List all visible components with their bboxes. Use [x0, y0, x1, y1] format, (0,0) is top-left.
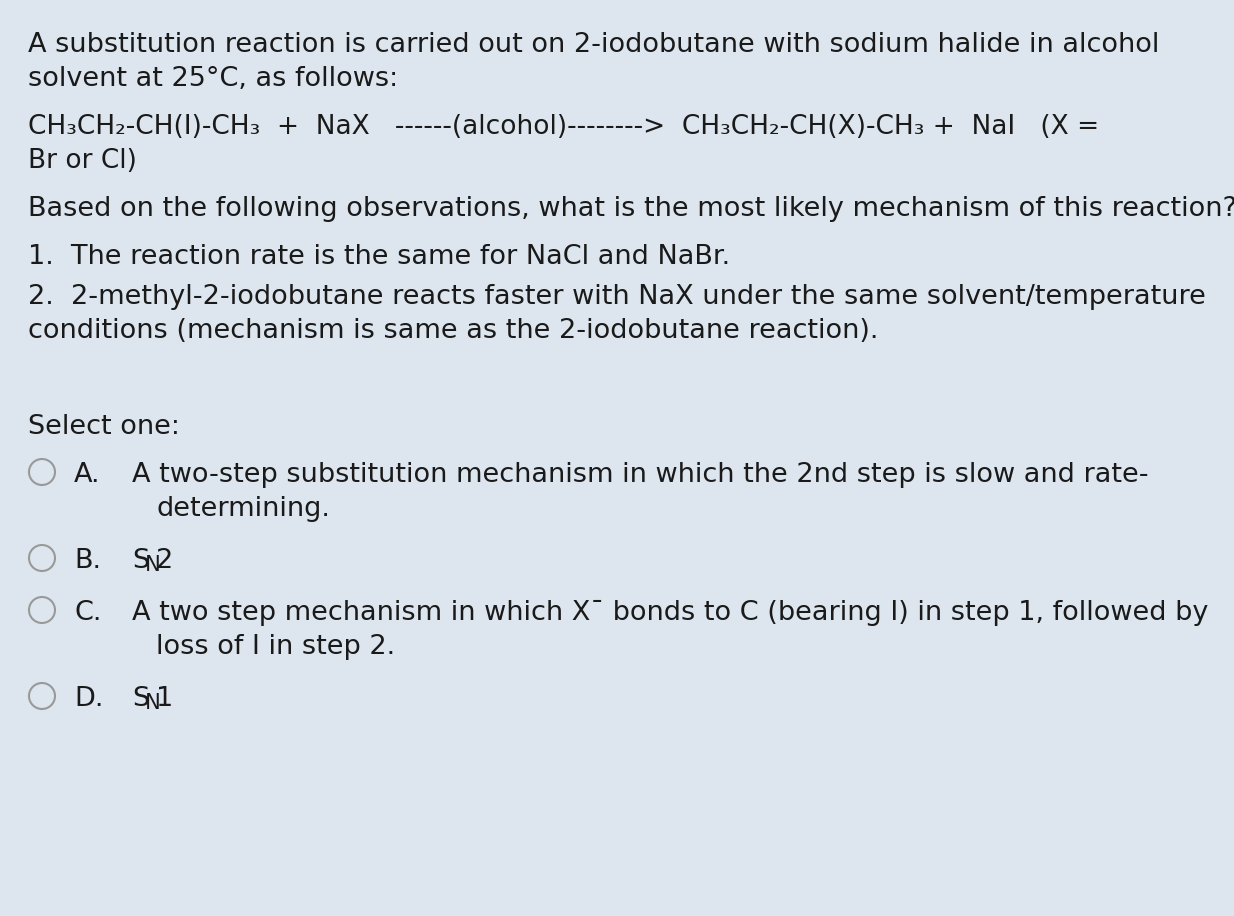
Text: CH₃CH₂-CH(I)-CH₃  +  NaX   ------(alcohol)-------->  CH₃CH₂-CH(X)-CH₃ +  NaI   (: CH₃CH₂-CH(I)-CH₃ + NaX ------(alcohol)--…	[28, 114, 1099, 140]
Text: 1.  The reaction rate is the same for NaCl and NaBr.: 1. The reaction rate is the same for NaC…	[28, 244, 731, 270]
Text: 2: 2	[155, 548, 173, 574]
Text: S: S	[132, 548, 149, 574]
Text: loss of I in step 2.: loss of I in step 2.	[155, 634, 395, 660]
Text: A substitution reaction is carried out on 2-iodobutane with sodium halide in alc: A substitution reaction is carried out o…	[28, 32, 1160, 58]
Circle shape	[30, 683, 56, 709]
Text: D.: D.	[74, 686, 104, 712]
Text: 1: 1	[155, 686, 173, 712]
Text: A two-step substitution mechanism in which the 2nd step is slow and rate-: A two-step substitution mechanism in whi…	[132, 462, 1149, 488]
Text: S: S	[132, 686, 149, 712]
Text: N: N	[146, 693, 160, 713]
Text: solvent at 25°C, as follows:: solvent at 25°C, as follows:	[28, 66, 399, 92]
Text: 2.  2-methyl-2-iodobutane reacts faster with NaX under the same solvent/temperat: 2. 2-methyl-2-iodobutane reacts faster w…	[28, 284, 1206, 310]
Text: Select one:: Select one:	[28, 414, 180, 440]
Text: Br or Cl): Br or Cl)	[28, 148, 137, 174]
Text: determining.: determining.	[155, 496, 329, 522]
Text: A two step mechanism in which X¯ bonds to C (bearing I) in step 1, followed by: A two step mechanism in which X¯ bonds t…	[132, 600, 1208, 626]
Circle shape	[30, 545, 56, 571]
Circle shape	[30, 459, 56, 485]
Text: N: N	[146, 555, 160, 575]
Text: B.: B.	[74, 548, 101, 574]
Text: conditions (mechanism is same as the 2-iodobutane reaction).: conditions (mechanism is same as the 2-i…	[28, 318, 879, 344]
Text: C.: C.	[74, 600, 101, 626]
Text: A.: A.	[74, 462, 100, 488]
Text: Based on the following observations, what is the most likely mechanism of this r: Based on the following observations, wha…	[28, 196, 1234, 222]
Circle shape	[30, 597, 56, 623]
